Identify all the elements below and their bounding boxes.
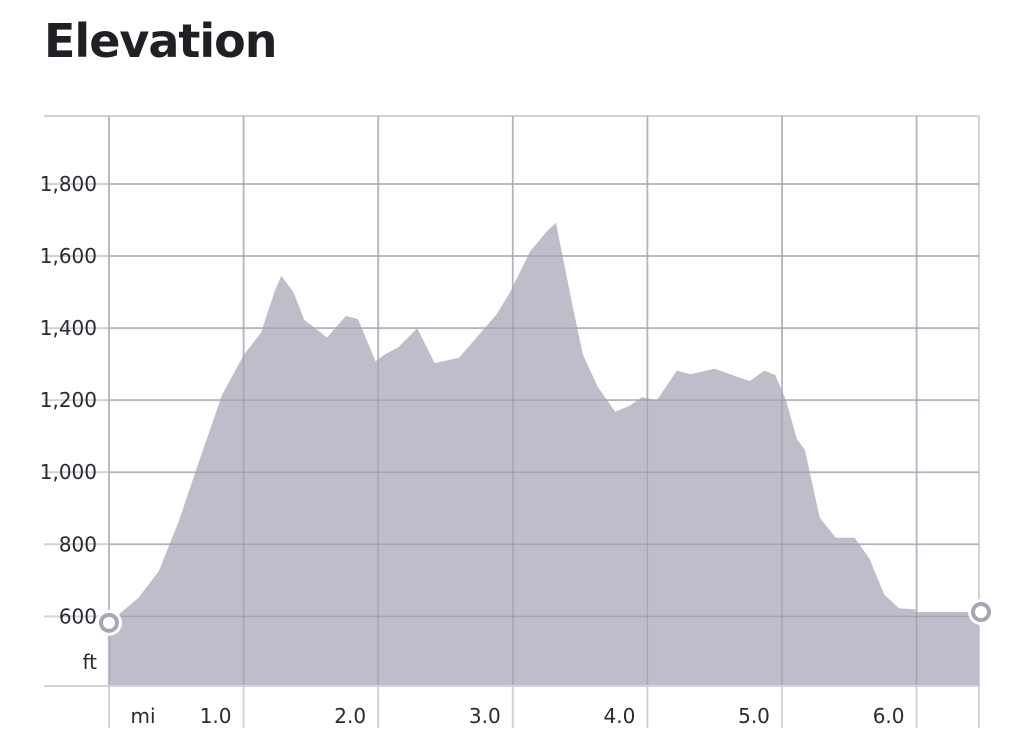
start-marker-ring xyxy=(99,612,119,633)
y-axis-unit-label: ft xyxy=(82,650,97,674)
x-tick-label: 5.0 xyxy=(738,704,770,728)
x-tick-label: 6.0 xyxy=(873,704,905,728)
y-tick-label: 800 xyxy=(59,532,97,556)
end-marker-ring xyxy=(971,602,991,623)
start-marker-dot xyxy=(106,620,112,626)
x-tick-label: 3.0 xyxy=(469,704,501,728)
y-tick-label: 1,000 xyxy=(40,460,97,484)
tick-labels: ft mi 600 800 1,000 1,200 1,400 1,600 1,800 1.0… xyxy=(40,172,905,728)
end-marker-dot xyxy=(978,609,984,615)
endpoint-markers xyxy=(96,599,994,636)
x-axis-unit-label: mi xyxy=(130,704,155,728)
y-tick-label: 1,200 xyxy=(40,388,97,412)
y-tick-label: 1,400 xyxy=(40,316,97,340)
y-tick-label: 1,800 xyxy=(40,172,97,196)
axes xyxy=(44,116,979,687)
x-tick-label: 4.0 xyxy=(603,704,635,728)
x-tick-label: 2.0 xyxy=(334,704,366,728)
x-tick-label: 1.0 xyxy=(200,704,232,728)
y-tick-label: 600 xyxy=(59,604,97,628)
elevation-area xyxy=(109,222,979,686)
chart-title: Elevation xyxy=(44,14,278,68)
y-tick-label: 1,600 xyxy=(40,244,97,268)
